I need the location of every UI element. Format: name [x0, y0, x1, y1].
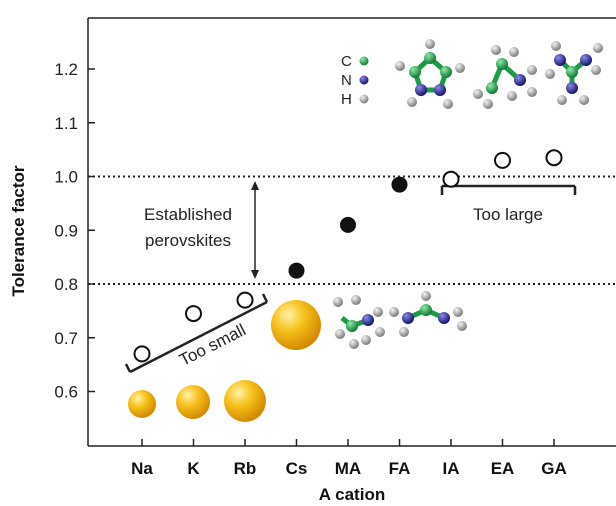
sphere-na	[128, 390, 156, 418]
data-point-k	[185, 305, 202, 323]
reference-lines	[88, 175, 616, 285]
data-point-ia	[442, 170, 460, 188]
x-tick-label: IA	[443, 459, 460, 478]
too-large-bracket	[440, 184, 577, 195]
x-tick-label: MA	[335, 459, 361, 478]
legend-n-marker	[359, 75, 369, 85]
x-tick-label: GA	[541, 459, 567, 478]
sphere-cs	[271, 300, 321, 350]
too-small-bracket	[124, 293, 269, 374]
established-range-arrow	[251, 181, 259, 279]
y-tick-label: 1.2	[54, 60, 78, 79]
x-tick-label: FA	[389, 459, 411, 478]
established-label-line1: Established	[144, 205, 232, 224]
x-axis: Na K Rb Cs MA FA IA EA GA	[131, 439, 567, 478]
ion-size-spheres	[128, 300, 321, 422]
x-tick-label: EA	[491, 459, 515, 478]
too-large-label: Too large	[473, 205, 543, 224]
legend-n-label: N	[341, 72, 352, 89]
data-point-rb	[236, 291, 254, 309]
too-small-label: Too small	[176, 320, 249, 370]
legend-c-label: C	[341, 53, 352, 70]
plot-frame	[87, 17, 616, 447]
x-tick-label: Na	[131, 459, 153, 478]
molecule-fa-lower	[389, 291, 467, 337]
data-point-na	[133, 345, 151, 363]
x-tick-label: Rb	[234, 459, 257, 478]
y-tick-label: 0.8	[54, 275, 78, 294]
y-tick-label: 1.0	[54, 168, 78, 187]
legend-c-marker	[359, 56, 369, 66]
molecule-ma-lower	[333, 295, 385, 349]
data-point-ga	[545, 149, 563, 167]
y-tick-label: 0.9	[54, 221, 78, 240]
data-point-ma	[340, 216, 356, 233]
established-label-line2: perovskites	[145, 231, 231, 250]
sphere-rb	[224, 380, 266, 422]
x-axis-title: A cation	[319, 485, 385, 504]
y-tick-label: 0.6	[54, 383, 78, 402]
y-axis: 0.6 0.7 0.8 0.9 1.0 1.1 1.2	[54, 60, 95, 402]
molecule-ia-upper	[395, 39, 465, 109]
molecule-ga-upper	[545, 41, 603, 105]
y-tick-label: 0.7	[54, 329, 78, 348]
sphere-k	[176, 385, 210, 419]
x-tick-label: Cs	[286, 459, 308, 478]
legend-h-label: H	[341, 91, 352, 108]
molecule-ea-upper	[473, 45, 537, 109]
data-points	[133, 149, 563, 363]
y-tick-label: 1.1	[54, 114, 78, 133]
legend-h-marker	[359, 94, 369, 104]
y-axis-title: Tolerance factor	[9, 165, 28, 296]
x-tick-label: K	[187, 459, 200, 478]
data-point-fa	[391, 176, 408, 193]
data-point-cs	[288, 262, 305, 279]
atom-legend: C N H	[341, 53, 369, 108]
data-point-ea	[494, 151, 511, 169]
